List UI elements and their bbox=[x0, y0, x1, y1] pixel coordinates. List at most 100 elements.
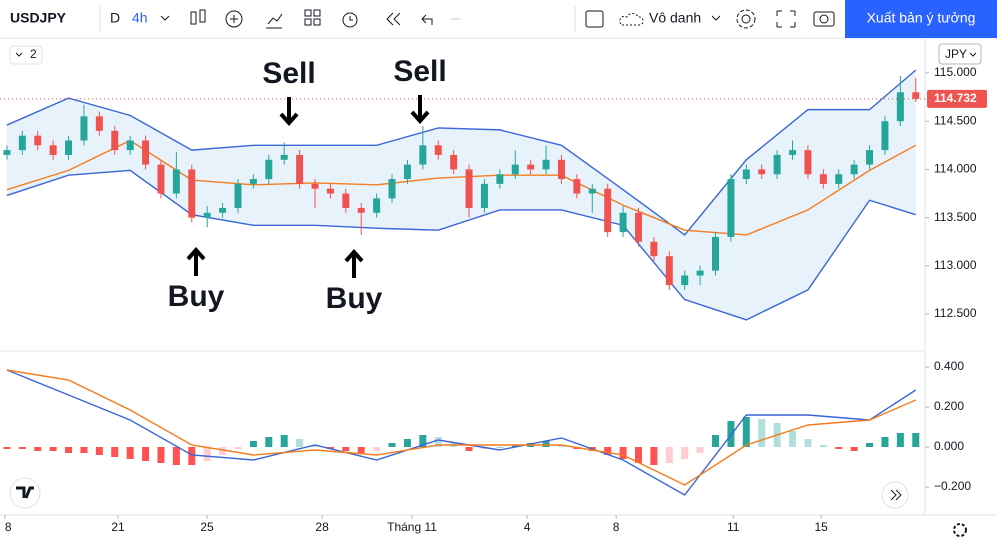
candle-body bbox=[727, 179, 735, 237]
candle-body bbox=[850, 164, 858, 175]
indicator-toggle[interactable] bbox=[9, 45, 43, 65]
histogram-bar bbox=[634, 447, 642, 463]
histogram-bar bbox=[18, 447, 26, 449]
candle-body bbox=[280, 154, 288, 160]
x-tick-label: 15 bbox=[814, 520, 828, 534]
histogram-bar bbox=[172, 447, 180, 465]
y-tick-label: 113.500 bbox=[934, 210, 977, 224]
currency[interactable]: JPY bbox=[945, 47, 967, 61]
candle-body bbox=[511, 164, 519, 175]
histogram-bar bbox=[49, 447, 57, 451]
histogram-bar bbox=[249, 441, 257, 447]
candle-body bbox=[588, 188, 596, 194]
histogram-bar bbox=[650, 447, 658, 465]
histogram-bar bbox=[681, 447, 689, 459]
indicator-line bbox=[6, 69, 917, 236]
histogram-bar bbox=[265, 437, 273, 447]
candle-body bbox=[881, 121, 889, 151]
interval[interactable]: 4h bbox=[132, 10, 148, 26]
candle-body bbox=[34, 135, 42, 146]
logo[interactable] bbox=[9, 477, 41, 509]
candle-body bbox=[49, 145, 57, 155]
histogram-bar bbox=[203, 447, 211, 461]
dropdown-icon[interactable] bbox=[160, 15, 170, 21]
publish-label[interactable]: Xuất bản ý tưởng bbox=[867, 10, 976, 26]
histogram-bar bbox=[789, 431, 797, 447]
histogram-bar bbox=[219, 447, 227, 455]
histogram-bar bbox=[465, 447, 473, 451]
candle-body bbox=[819, 174, 827, 184]
layout-name[interactable]: Vô danh bbox=[649, 10, 701, 26]
x-tick-label: 8 bbox=[613, 520, 620, 534]
candle-body bbox=[188, 169, 196, 218]
histogram-bar bbox=[696, 447, 704, 453]
histogram-bar bbox=[604, 447, 612, 455]
histogram-bar bbox=[296, 439, 304, 447]
candle-body bbox=[557, 159, 565, 180]
histogram-bar bbox=[3, 447, 11, 449]
histogram-bar bbox=[280, 435, 288, 447]
toolbar-icons[interactable] bbox=[190, 9, 835, 29]
x-tick-label: 11 bbox=[727, 520, 740, 534]
settings-icon[interactable] bbox=[953, 523, 967, 537]
interval-d[interactable]: D bbox=[110, 10, 120, 26]
candle-body bbox=[496, 174, 504, 184]
histogram-bar bbox=[912, 433, 920, 447]
candle-body bbox=[804, 150, 812, 175]
candle-body bbox=[342, 193, 350, 208]
histogram-bar bbox=[311, 445, 319, 447]
candle-body bbox=[373, 198, 381, 213]
y-tick-label: 0.400 bbox=[934, 359, 964, 373]
scroll-button[interactable] bbox=[881, 481, 909, 509]
x-tick-label: Tháng 11 bbox=[387, 520, 437, 534]
candle-body bbox=[311, 183, 319, 189]
annotation-arrow bbox=[186, 246, 206, 276]
annotation-arrow bbox=[410, 95, 430, 125]
candle-body bbox=[296, 154, 304, 184]
publish-button[interactable] bbox=[845, 0, 997, 38]
candle-body bbox=[172, 169, 180, 194]
candle-body bbox=[866, 150, 874, 165]
histogram-bar bbox=[742, 417, 750, 447]
histogram-bar bbox=[665, 447, 673, 463]
histogram-bar bbox=[80, 447, 88, 453]
toolbar: USDJPY D 4h Vô danh Xuất bản ý tưởng bbox=[0, 0, 997, 39]
candle-body bbox=[388, 179, 396, 199]
histogram-bar bbox=[819, 445, 827, 447]
candle-body bbox=[465, 169, 473, 208]
histogram-bar bbox=[511, 445, 519, 447]
annotation: Buy bbox=[168, 280, 225, 313]
candle-body bbox=[758, 169, 766, 175]
y-tick-label: 0.200 bbox=[934, 399, 964, 413]
candle-body bbox=[573, 179, 581, 194]
candle-body bbox=[80, 116, 88, 141]
candle-body bbox=[789, 150, 797, 155]
annotation-arrow bbox=[279, 97, 299, 127]
histogram-bar bbox=[712, 435, 720, 447]
candle-body bbox=[434, 145, 442, 155]
histogram-bar bbox=[357, 447, 365, 453]
histogram-bar bbox=[388, 443, 396, 447]
histogram-bar bbox=[896, 433, 904, 447]
candle-body bbox=[650, 241, 658, 257]
candle-body bbox=[265, 159, 273, 180]
y-tick-label: 0.000 bbox=[934, 439, 964, 453]
histogram-bar bbox=[557, 445, 565, 447]
candle-body bbox=[18, 135, 26, 151]
candle-body bbox=[912, 92, 920, 99]
candle-body bbox=[65, 140, 73, 155]
candle-body bbox=[419, 145, 427, 165]
candle-body bbox=[527, 164, 535, 170]
currency-select[interactable] bbox=[938, 43, 982, 65]
candle-body bbox=[3, 150, 11, 155]
candle-body bbox=[773, 154, 781, 175]
histogram-bar bbox=[866, 443, 874, 447]
y-tick-label: 113.000 bbox=[934, 258, 977, 272]
candle-body bbox=[157, 164, 165, 194]
x-tick-label: 25 bbox=[200, 520, 214, 534]
symbol[interactable]: USDJPY bbox=[10, 10, 67, 26]
indicator-count[interactable]: 2 bbox=[30, 47, 37, 61]
candle-body bbox=[357, 207, 365, 213]
annotation: Sell bbox=[262, 57, 315, 90]
